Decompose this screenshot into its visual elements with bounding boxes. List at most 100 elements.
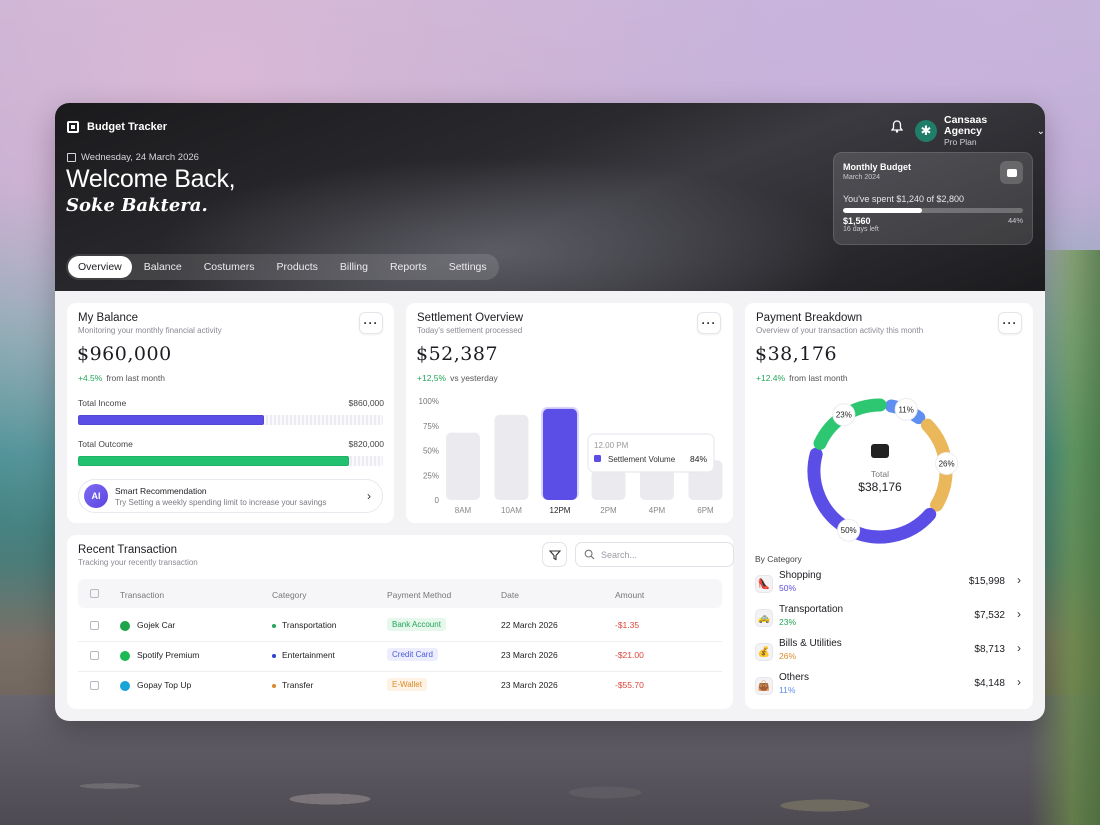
- row-divider: [78, 671, 722, 672]
- chevron-right-icon: ›: [1017, 641, 1021, 655]
- by-category-label: By Category: [755, 554, 802, 564]
- category-row-shopping[interactable]: 👠 Shopping 50% $15,998 ›: [755, 570, 1023, 600]
- tooltip-label: Settlement Volume: [608, 455, 676, 464]
- settlement-overview-card: Settlement Overview Today's settlement p…: [406, 303, 733, 523]
- tab-balance[interactable]: Balance: [143, 261, 182, 273]
- budget-month: March 2024: [843, 174, 880, 181]
- avatar: ✱: [915, 120, 937, 142]
- tab-settings[interactable]: Settings: [448, 261, 487, 273]
- tab-billing[interactable]: Billing: [339, 261, 368, 273]
- category-dot: [272, 653, 276, 658]
- main-tabs: Overview Balance Costumers Products Bill…: [66, 254, 499, 280]
- filter-button[interactable]: [542, 542, 567, 567]
- card-subtitle: Monitoring your monthly financial activi…: [78, 326, 222, 335]
- more-options-button[interactable]: ···: [697, 312, 721, 334]
- category-dot: [272, 683, 276, 688]
- budget-remaining: $1,560: [843, 216, 871, 226]
- chart-tooltip: 12.00 PM Settlement Volume 84%: [587, 433, 715, 473]
- row-checkbox[interactable]: [90, 621, 99, 630]
- row-checkbox[interactable]: [90, 651, 99, 660]
- donut-label-bubble: [837, 518, 861, 542]
- select-all-checkbox[interactable]: [90, 589, 99, 598]
- donut-total-value: $38,176: [858, 480, 902, 494]
- y-tick-label: 100%: [419, 397, 439, 406]
- merchant-icon: [120, 620, 130, 631]
- category-row-bills-utilities[interactable]: 💰 Bills & Utilities 26% $8,713 ›: [755, 638, 1023, 668]
- category-icon: 💰: [755, 643, 773, 661]
- my-balance-card: My Balance Monitoring your monthly finan…: [67, 303, 394, 523]
- column-header-amount[interactable]: Amount: [615, 590, 645, 600]
- wallet-icon: [871, 444, 889, 458]
- card-title: My Balance: [78, 312, 139, 324]
- column-header-date[interactable]: Date: [501, 590, 519, 600]
- chevron-right-icon: ›: [1017, 675, 1021, 689]
- column-header-transaction[interactable]: Transaction: [120, 590, 165, 600]
- category-icon: 👜: [755, 677, 773, 695]
- brand[interactable]: Budget Tracker: [67, 121, 167, 133]
- transaction-category: Transfer: [272, 680, 313, 690]
- profile-menu[interactable]: ✱ Cansaas Agency Pro Plan ⌄: [915, 115, 1045, 147]
- donut-label: 23%: [836, 411, 852, 420]
- tab-products[interactable]: Products: [276, 261, 318, 273]
- table-header: [78, 579, 722, 608]
- more-options-button[interactable]: ···: [359, 312, 383, 334]
- category-dot: [272, 623, 276, 628]
- category-percent: 23%: [779, 617, 797, 627]
- merchant-icon: [120, 680, 130, 691]
- budget-spent-text: You've spent $1,240 of $2,800: [843, 194, 964, 204]
- more-options-button[interactable]: ···: [998, 312, 1022, 334]
- delta-value: +12,5%: [417, 373, 447, 383]
- balance-delta: +4.5% from last month: [78, 373, 165, 383]
- donut-segment[interactable]: [807, 447, 937, 544]
- budget-days-left: 16 days left: [843, 226, 879, 233]
- transaction-name[interactable]: Gopay Top Up: [120, 680, 191, 691]
- category-value: $15,998: [968, 576, 1005, 587]
- dashboard-window: Budget Tracker Wednesday, 24 March 2026 …: [55, 103, 1045, 721]
- transaction-amount: -$55.70: [615, 680, 644, 690]
- bar-2PM[interactable]: [591, 470, 626, 500]
- category-name: Bills & Utilities: [779, 638, 842, 649]
- wallet-icon[interactable]: [1000, 161, 1023, 184]
- budget-progress-bar: [843, 208, 1023, 213]
- column-header-category[interactable]: Category: [272, 590, 307, 600]
- transaction-name[interactable]: Gojek Car: [120, 620, 175, 631]
- bar-8AM[interactable]: [446, 432, 480, 500]
- date-text: Wednesday, 24 March 2026: [81, 152, 199, 163]
- category-row-others[interactable]: 👜 Others 11% $4,148 ›: [755, 672, 1023, 702]
- category-value: $7,532: [974, 610, 1005, 621]
- outcome-value: $820,000: [348, 439, 384, 449]
- calendar-icon: [67, 153, 76, 162]
- x-tick-label: 8AM: [455, 506, 472, 515]
- category-name: Others: [779, 672, 810, 683]
- transaction-name[interactable]: Spotify Premium: [120, 650, 199, 661]
- tab-costumers[interactable]: Costumers: [203, 261, 255, 273]
- row-divider: [78, 641, 722, 642]
- search-input[interactable]: Search...: [575, 542, 734, 567]
- card-subtitle: Overview of your transaction activity th…: [756, 326, 924, 335]
- balance-amount: $960,000: [77, 343, 172, 365]
- tooltip-value: 84%: [690, 454, 707, 464]
- x-tick-label: 10AM: [501, 506, 522, 515]
- tab-reports[interactable]: Reports: [389, 261, 427, 273]
- tooltip-swatch: [594, 455, 601, 462]
- donut-label-bubble: [832, 403, 856, 427]
- bar-10AM[interactable]: [494, 414, 529, 500]
- monthly-budget-card: Monthly Budget March 2024 You've spent $…: [833, 152, 1033, 245]
- x-tick-label: 2PM: [600, 506, 617, 515]
- row-checkbox[interactable]: [90, 681, 99, 690]
- income-label: Total Income: [78, 398, 127, 408]
- tooltip-box: [587, 433, 715, 473]
- merchant-icon: [120, 650, 130, 661]
- category-value: $4,148: [974, 678, 1005, 689]
- category-row-transportation[interactable]: 🚕 Transportation 23% $7,532 ›: [755, 604, 1023, 634]
- tab-overview[interactable]: Overview: [68, 256, 132, 278]
- bar-12PM[interactable]: [543, 408, 577, 500]
- chevron-right-icon: ›: [1017, 607, 1021, 621]
- welcome-heading: Welcome Back,: [66, 165, 236, 193]
- donut-label: 50%: [841, 526, 857, 535]
- bell-icon[interactable]: [891, 120, 903, 133]
- transaction-date: 22 March 2026: [501, 620, 558, 630]
- smart-recommendation[interactable]: AI Smart Recommendation Try Setting a we…: [78, 479, 383, 513]
- tooltip-time: 12.00 PM: [594, 441, 629, 450]
- column-header-payment-method[interactable]: Payment Method: [387, 590, 452, 600]
